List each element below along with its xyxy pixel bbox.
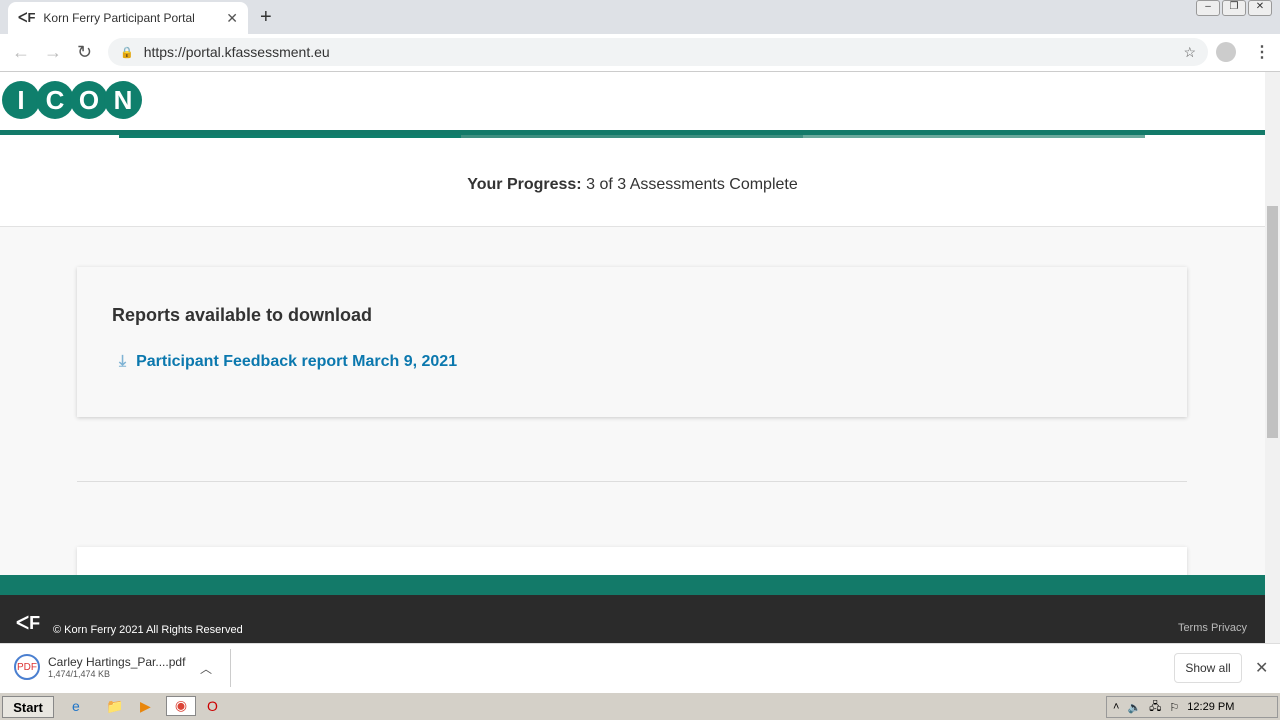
flag-icon[interactable]: ⚐ — [1169, 701, 1180, 714]
tray-expand-icon[interactable]: ˄ — [1113, 701, 1120, 713]
header-bar — [0, 130, 1265, 135]
bookmark-star-icon[interactable]: ☆ — [1183, 43, 1196, 60]
divider — [77, 481, 1187, 482]
download-shelf: PDF Carley Hartings_Par....pdf 1,474/1,4… — [0, 643, 1280, 692]
progress-label: Your Progress: — [467, 176, 582, 193]
logo-letter: O — [70, 81, 108, 119]
profile-avatar[interactable] — [1216, 42, 1236, 62]
report-label: Participant Feedback report March 9, 202… — [136, 353, 458, 370]
download-file-name: Carley Hartings_Par....pdf — [48, 655, 186, 669]
logo-letter: I — [2, 81, 40, 119]
logo-letter: C — [36, 81, 74, 119]
download-icon: ⤓ — [119, 353, 127, 370]
icon-logo: I C O N — [2, 81, 142, 119]
system-tray: ˄ 🔈 🖧 ⚐ 12:29 PM — [1106, 696, 1278, 718]
kf-logo-icon: ᐸF — [16, 613, 41, 633]
page-content: I C O N Your Progress: 3 of 3 Assessment… — [0, 72, 1265, 643]
reports-title: Reports available to download — [112, 305, 373, 325]
menu-icon[interactable]: ⋮ — [1254, 44, 1270, 61]
address-bar[interactable]: 🔒 https://portal.kfassessment.eu ☆ — [108, 38, 1208, 66]
close-window-button[interactable]: ✕ — [1248, 0, 1272, 16]
site-footer: ᐸF © Korn Ferry 2021 All Rights Reserved… — [0, 595, 1265, 643]
pdf-icon: PDF — [14, 654, 40, 680]
browser-tab[interactable]: ᐸF Korn Ferry Participant Portal ✕ — [8, 2, 248, 34]
close-tab-icon[interactable]: ✕ — [226, 9, 238, 26]
chevron-up-icon[interactable]: ︿ — [200, 662, 213, 676]
scrollbar[interactable] — [1265, 72, 1280, 643]
footer-band — [0, 575, 1265, 595]
kf-favicon-icon: ᐸF — [18, 10, 36, 25]
logo-letter: N — [104, 81, 142, 119]
clock: 12:29 PM — [1187, 701, 1235, 713]
explorer-icon[interactable]: 📁 — [106, 698, 124, 714]
show-all-button[interactable]: Show all — [1174, 653, 1242, 683]
scrollbar-thumb[interactable] — [1267, 206, 1278, 438]
footer-links[interactable]: Terms Privacy — [1177, 622, 1247, 634]
close-shelf-icon[interactable]: ✕ — [1255, 660, 1269, 677]
network-icon[interactable]: 🖧 — [1149, 700, 1162, 713]
minimize-button[interactable]: – — [1196, 0, 1220, 16]
new-tab-icon[interactable]: + — [260, 6, 272, 28]
url-text: https://portal.kfassessment.eu — [143, 44, 330, 60]
media-player-icon[interactable]: ▶ — [140, 698, 151, 714]
ie-icon[interactable]: e — [72, 698, 80, 714]
volume-icon[interactable]: 🔈 — [1127, 701, 1142, 714]
start-button[interactable]: Start — [2, 696, 54, 718]
tab-bar: ᐸF Korn Ferry Participant Portal ✕ + – ❐ ✕ — [0, 0, 1280, 34]
reports-card: Reports available to download ⤓ Particip… — [77, 267, 1187, 417]
progress-segment-3 — [803, 135, 1145, 138]
tab-title: Korn Ferry Participant Portal — [43, 11, 195, 25]
separator — [230, 649, 231, 687]
download-report-link[interactable]: ⤓ Participant Feedback report March 9, 2… — [119, 353, 457, 371]
download-item[interactable]: PDF Carley Hartings_Par....pdf 1,474/1,4… — [14, 654, 185, 680]
restore-button[interactable]: ❐ — [1222, 0, 1246, 16]
reload-icon[interactable]: ↻ — [77, 42, 93, 62]
forward-icon[interactable]: → — [44, 42, 62, 62]
progress-value: 3 of 3 Assessments Complete — [586, 176, 798, 193]
chrome-icon[interactable]: ◉ — [166, 696, 196, 716]
lock-icon: 🔒 — [120, 46, 134, 59]
progress-segment-1 — [119, 135, 461, 138]
back-icon[interactable]: ← — [12, 42, 30, 62]
copyright: © Korn Ferry 2021 All Rights Reserved — [53, 624, 243, 636]
progress-segment-2 — [461, 135, 803, 138]
download-file-size: 1,474/1,474 KB — [48, 669, 111, 679]
opera-icon[interactable]: O — [207, 698, 218, 714]
progress-text: Your Progress: 3 of 3 Assessments Comple… — [0, 176, 1265, 194]
taskbar: Start e 📁 ▶ ◉ O ˄ 🔈 🖧 ⚐ 12:29 PM — [0, 692, 1280, 720]
browser-toolbar: ← → ↻ 🔒 https://portal.kfassessment.eu ☆… — [0, 34, 1280, 72]
site-header: I C O N Your Progress: 3 of 3 Assessment… — [0, 72, 1265, 227]
